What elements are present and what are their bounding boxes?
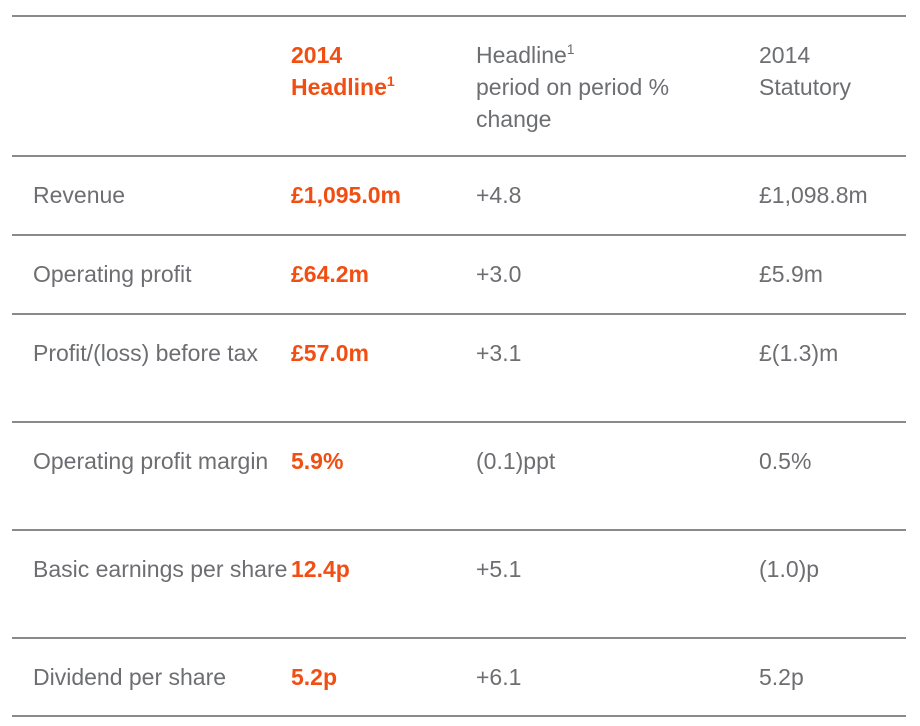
- change-value: +3.0: [476, 234, 759, 314]
- header-text: 2014: [291, 42, 343, 68]
- table-row: Operating profit £64.2m +3.0 £5.9m: [12, 234, 906, 314]
- row-label: Revenue: [12, 155, 291, 235]
- header-row: 2014 Headline1 Headline1 period on perio…: [12, 15, 906, 156]
- headline-value: 5.9%: [291, 421, 476, 530]
- change-value: +5.1: [476, 529, 759, 638]
- footnote-marker: 1: [566, 41, 575, 57]
- statutory-value: (1.0)p: [759, 529, 906, 638]
- header-period-change: Headline1 period on period % change: [476, 15, 759, 156]
- headline-value: 12.4p: [291, 529, 476, 638]
- headline-value: £57.0m: [291, 313, 476, 422]
- table-row: Revenue £1,095.0m +4.8 £1,098.8m: [12, 155, 906, 235]
- table-row: Profit/(loss) before tax £57.0m +3.1 £(1…: [12, 313, 906, 422]
- header-text: change: [476, 106, 552, 132]
- statutory-value: £5.9m: [759, 234, 906, 314]
- headline-value: £1,095.0m: [291, 155, 476, 235]
- header-text: Headline: [476, 42, 567, 68]
- footnote-marker: 1: [386, 73, 395, 89]
- header-text: Headline: [291, 74, 387, 100]
- table-row: Basic earnings per share 12.4p +5.1 (1.0…: [12, 529, 906, 638]
- header-text: 2014: [759, 42, 811, 68]
- change-value: +6.1: [476, 637, 759, 717]
- table-row: Dividend per share 5.2p +6.1 5.2p: [12, 637, 906, 717]
- statutory-value: £(1.3)m: [759, 313, 906, 422]
- header-2014-headline: 2014 Headline1: [291, 15, 476, 156]
- header-text: Statutory: [759, 74, 852, 100]
- row-label: Operating profit: [12, 234, 291, 314]
- row-label: Dividend per share: [12, 637, 291, 717]
- row-label: Basic earnings per share: [12, 529, 291, 638]
- row-label: Profit/(loss) before tax: [12, 313, 291, 422]
- change-value: +3.1: [476, 313, 759, 422]
- statutory-value: 5.2p: [759, 637, 906, 717]
- table-row: Operating profit margin 5.9% (0.1)ppt 0.…: [12, 421, 906, 530]
- headline-value: £64.2m: [291, 234, 476, 314]
- statutory-value: £1,098.8m: [759, 155, 906, 235]
- statutory-value: 0.5%: [759, 421, 906, 530]
- header-empty: [12, 15, 291, 156]
- headline-value: 5.2p: [291, 637, 476, 717]
- header-text: period on period %: [476, 74, 670, 100]
- change-value: +4.8: [476, 155, 759, 235]
- financial-highlights-table: 2014 Headline1 Headline1 period on perio…: [12, 15, 906, 717]
- header-2014-statutory: 2014 Statutory: [759, 15, 906, 156]
- row-label: Operating profit margin: [12, 421, 291, 530]
- change-value: (0.1)ppt: [476, 421, 759, 530]
